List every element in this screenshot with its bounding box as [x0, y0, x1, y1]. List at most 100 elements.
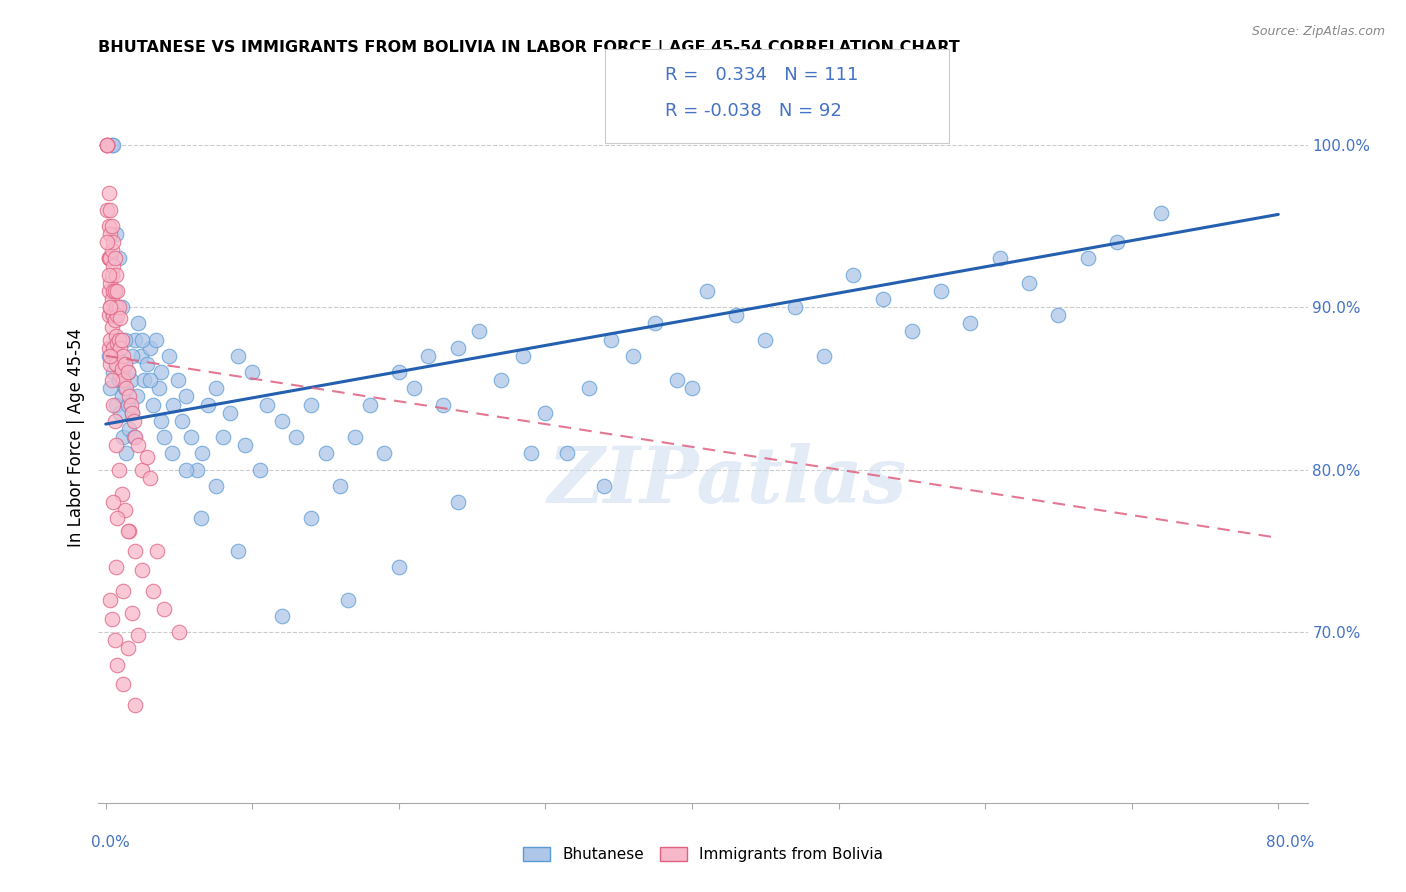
- Text: Source: ZipAtlas.com: Source: ZipAtlas.com: [1251, 25, 1385, 38]
- Text: R =   0.334   N = 111: R = 0.334 N = 111: [665, 66, 859, 84]
- Point: [724, 308, 747, 322]
- Point: [491, 373, 513, 387]
- Point: [98, 300, 121, 314]
- Point: [98, 252, 121, 266]
- Point: [97, 308, 120, 322]
- Point: [105, 300, 128, 314]
- Point: [212, 430, 235, 444]
- Point: [103, 349, 125, 363]
- Point: [127, 628, 149, 642]
- Point: [97, 252, 120, 266]
- Point: [100, 137, 122, 152]
- Point: [180, 430, 202, 444]
- Point: [100, 308, 122, 322]
- Point: [111, 361, 134, 376]
- Point: [101, 365, 124, 379]
- Point: [111, 487, 134, 501]
- Point: [121, 349, 143, 363]
- Point: [98, 333, 121, 347]
- Point: [108, 252, 131, 266]
- Point: [112, 584, 135, 599]
- Point: [101, 398, 124, 412]
- Point: [190, 511, 212, 525]
- Point: [373, 446, 395, 460]
- Point: [132, 373, 155, 387]
- Point: [146, 544, 169, 558]
- Point: [96, 137, 118, 152]
- Point: [118, 389, 141, 403]
- Point: [98, 357, 121, 371]
- Point: [249, 462, 271, 476]
- Point: [107, 349, 129, 363]
- Point: [233, 438, 256, 452]
- Point: [124, 333, 146, 347]
- Point: [197, 398, 219, 412]
- Point: [103, 284, 125, 298]
- Point: [108, 333, 131, 347]
- Text: ZIPatlas: ZIPatlas: [547, 442, 907, 519]
- Point: [226, 544, 249, 558]
- Point: [103, 414, 125, 428]
- Point: [186, 462, 208, 476]
- Point: [388, 365, 411, 379]
- Point: [160, 446, 183, 460]
- Point: [167, 625, 190, 640]
- Point: [103, 313, 125, 327]
- Point: [329, 479, 352, 493]
- Point: [138, 373, 160, 387]
- Point: [600, 333, 623, 347]
- Point: [166, 373, 188, 387]
- Point: [204, 479, 226, 493]
- Point: [98, 381, 121, 395]
- Point: [118, 422, 141, 436]
- Point: [105, 357, 128, 371]
- Point: [842, 268, 865, 282]
- Point: [256, 398, 278, 412]
- Point: [96, 202, 118, 217]
- Point: [114, 381, 136, 395]
- Point: [117, 365, 139, 379]
- Point: [336, 592, 359, 607]
- Point: [191, 446, 214, 460]
- Point: [107, 511, 129, 525]
- Point: [988, 252, 1011, 266]
- Point: [105, 398, 128, 412]
- Text: 80.0%: 80.0%: [1267, 836, 1315, 850]
- Point: [110, 406, 132, 420]
- Point: [219, 406, 242, 420]
- Point: [124, 430, 146, 444]
- Point: [117, 641, 139, 656]
- Point: [97, 341, 120, 355]
- Point: [783, 300, 806, 314]
- Point: [111, 300, 134, 314]
- Point: [512, 349, 534, 363]
- Point: [534, 406, 557, 420]
- Point: [226, 349, 249, 363]
- Point: [145, 333, 167, 347]
- Point: [105, 227, 128, 241]
- Point: [418, 349, 440, 363]
- Point: [107, 284, 129, 298]
- Point: [103, 284, 125, 298]
- Point: [98, 202, 121, 217]
- Point: [101, 235, 124, 249]
- Point: [111, 389, 134, 403]
- Point: [135, 357, 157, 371]
- Point: [101, 284, 124, 298]
- Point: [100, 319, 122, 334]
- Point: [121, 406, 143, 420]
- Point: [153, 602, 176, 616]
- Point: [117, 524, 139, 539]
- Legend: Bhutanese, Immigrants from Bolivia: Bhutanese, Immigrants from Bolivia: [516, 840, 890, 868]
- Y-axis label: In Labor Force | Age 45-54: In Labor Force | Age 45-54: [66, 327, 84, 547]
- Point: [108, 462, 131, 476]
- Point: [621, 349, 644, 363]
- Point: [103, 633, 125, 648]
- Point: [138, 341, 160, 355]
- Point: [872, 292, 894, 306]
- Point: [117, 398, 139, 412]
- Point: [108, 300, 131, 314]
- Point: [105, 329, 128, 343]
- Point: [150, 414, 173, 428]
- Point: [101, 260, 124, 274]
